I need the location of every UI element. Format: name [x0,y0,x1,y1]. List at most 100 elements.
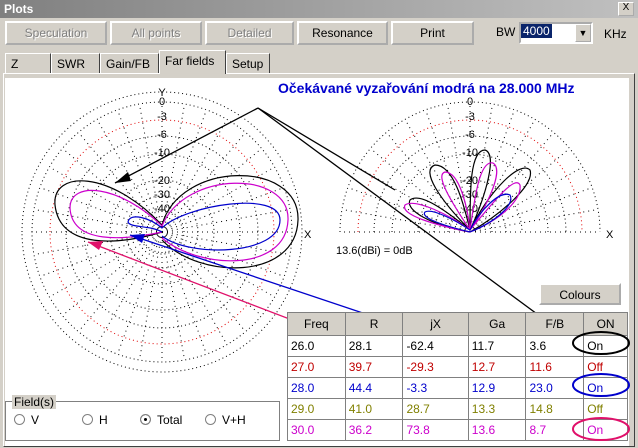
grid-radial [161,231,207,355]
grid-circle [21,91,303,373]
toolbar-button[interactable]: Detailed [205,21,294,45]
arrowhead [130,234,145,243]
radio-button[interactable] [205,414,216,425]
grid-circle [447,209,493,233]
colours-button[interactable]: Colours [539,283,621,305]
grid-radial [161,119,228,233]
grid-radial [62,231,163,316]
grid-radial [469,166,583,233]
grid-circle [339,101,601,233]
grid-radial [96,231,163,345]
toolbar-button[interactable]: Speculation [5,21,107,45]
bw-label: BW [496,25,516,39]
tab[interactable]: SWR [51,53,100,73]
grid-radial [39,231,163,277]
grid-radial [161,231,285,277]
tab[interactable]: Far fields [159,50,226,74]
grid-radial [469,119,536,233]
grid-circle [31,101,293,363]
toolbar-button[interactable]: Resonance [297,21,388,45]
grid-radial [469,103,494,233]
grid-radial [469,132,554,233]
cell: 44.4 [344,377,404,399]
cell[interactable]: Off [583,356,628,378]
pattern-28 [127,202,281,251]
arrowhead [88,241,103,250]
grid-radial [161,187,285,233]
grid-radial [161,231,228,345]
radio-button[interactable] [140,414,151,425]
cell: 11.7 [467,335,527,357]
table-row: 30.0 36.2 73.8 13.6 8.7 On [287,419,628,441]
grid-radial [341,208,471,233]
level-label: -6 [157,129,167,141]
grid-radial [49,231,163,298]
toolbar-button[interactable]: Print [391,21,474,45]
title-bar: Plots [0,0,638,18]
cell: 39.7 [344,356,404,378]
level-label: -20 [462,175,478,187]
arrow [114,107,259,184]
grid-radial [386,132,471,233]
radio-label[interactable]: Total [157,413,183,427]
grid-circle [109,179,215,285]
tab[interactable]: Gain/FB [100,53,159,73]
axis-label: X [606,229,614,241]
grid-radial [62,148,163,233]
highlight [572,417,630,441]
level-label: 0 [159,96,165,108]
grid-circle [65,135,259,329]
pattern-elev-28 [423,193,512,233]
column-header: Ga [467,312,527,336]
close-button[interactable]: X [618,2,634,16]
level-label: -3 [157,111,167,123]
level-label: 0 [467,96,473,108]
grid-radial [469,187,593,233]
cell: 27.0 [287,356,346,378]
level-label: -10 [462,147,478,159]
cell: -3.3 [402,377,469,399]
radio-label[interactable]: V [31,413,40,427]
grid-radial [161,109,207,233]
grid-radial [161,231,262,316]
grid-radial [370,148,471,233]
tab[interactable]: Z [5,53,51,73]
table-row: 28.0 44.4 -3.3 12.9 23.0 On [287,377,628,399]
grid-radial [404,119,471,233]
highlight [572,373,630,397]
column-header: Freq [287,312,346,336]
plot-title: Očekávané vyzařování modrá na 28.000 MHz [278,80,574,96]
arrowhead [115,172,131,183]
radio-label[interactable]: V+H [222,413,246,427]
grid-radial [117,231,163,355]
radio-label[interactable]: H [99,413,108,427]
grid-radial [161,148,262,233]
arrow [257,107,576,343]
radio-button[interactable] [82,414,93,425]
bw-unit: KHz [604,27,627,41]
cell: -29.3 [402,356,469,378]
cell: 28.0 [287,377,346,399]
cell: 8.7 [525,419,585,441]
level-label: -10 [154,147,170,159]
bw-combobox[interactable]: 4000 ▼ [519,22,593,44]
grid-radial [33,208,163,233]
cell: 14.8 [525,398,585,420]
level-label: -6 [465,129,475,141]
grid-radial [425,109,471,233]
bw-value: 4000 [521,24,552,38]
window-title: Plots [4,2,34,16]
toolbar-button[interactable]: All points [110,21,202,45]
level-label: -40 [154,203,170,215]
radio-button[interactable] [14,414,25,425]
tab[interactable]: Setup [226,53,270,73]
grid-radial [469,109,515,233]
cell[interactable]: Off [583,398,628,420]
cell: 12.7 [467,356,527,378]
grid-circle [373,135,567,233]
cell: 13.6 [467,419,527,441]
level-label: -3 [465,111,475,123]
dropdown-arrow[interactable]: ▼ [575,24,591,42]
cell: 3.6 [525,335,585,357]
